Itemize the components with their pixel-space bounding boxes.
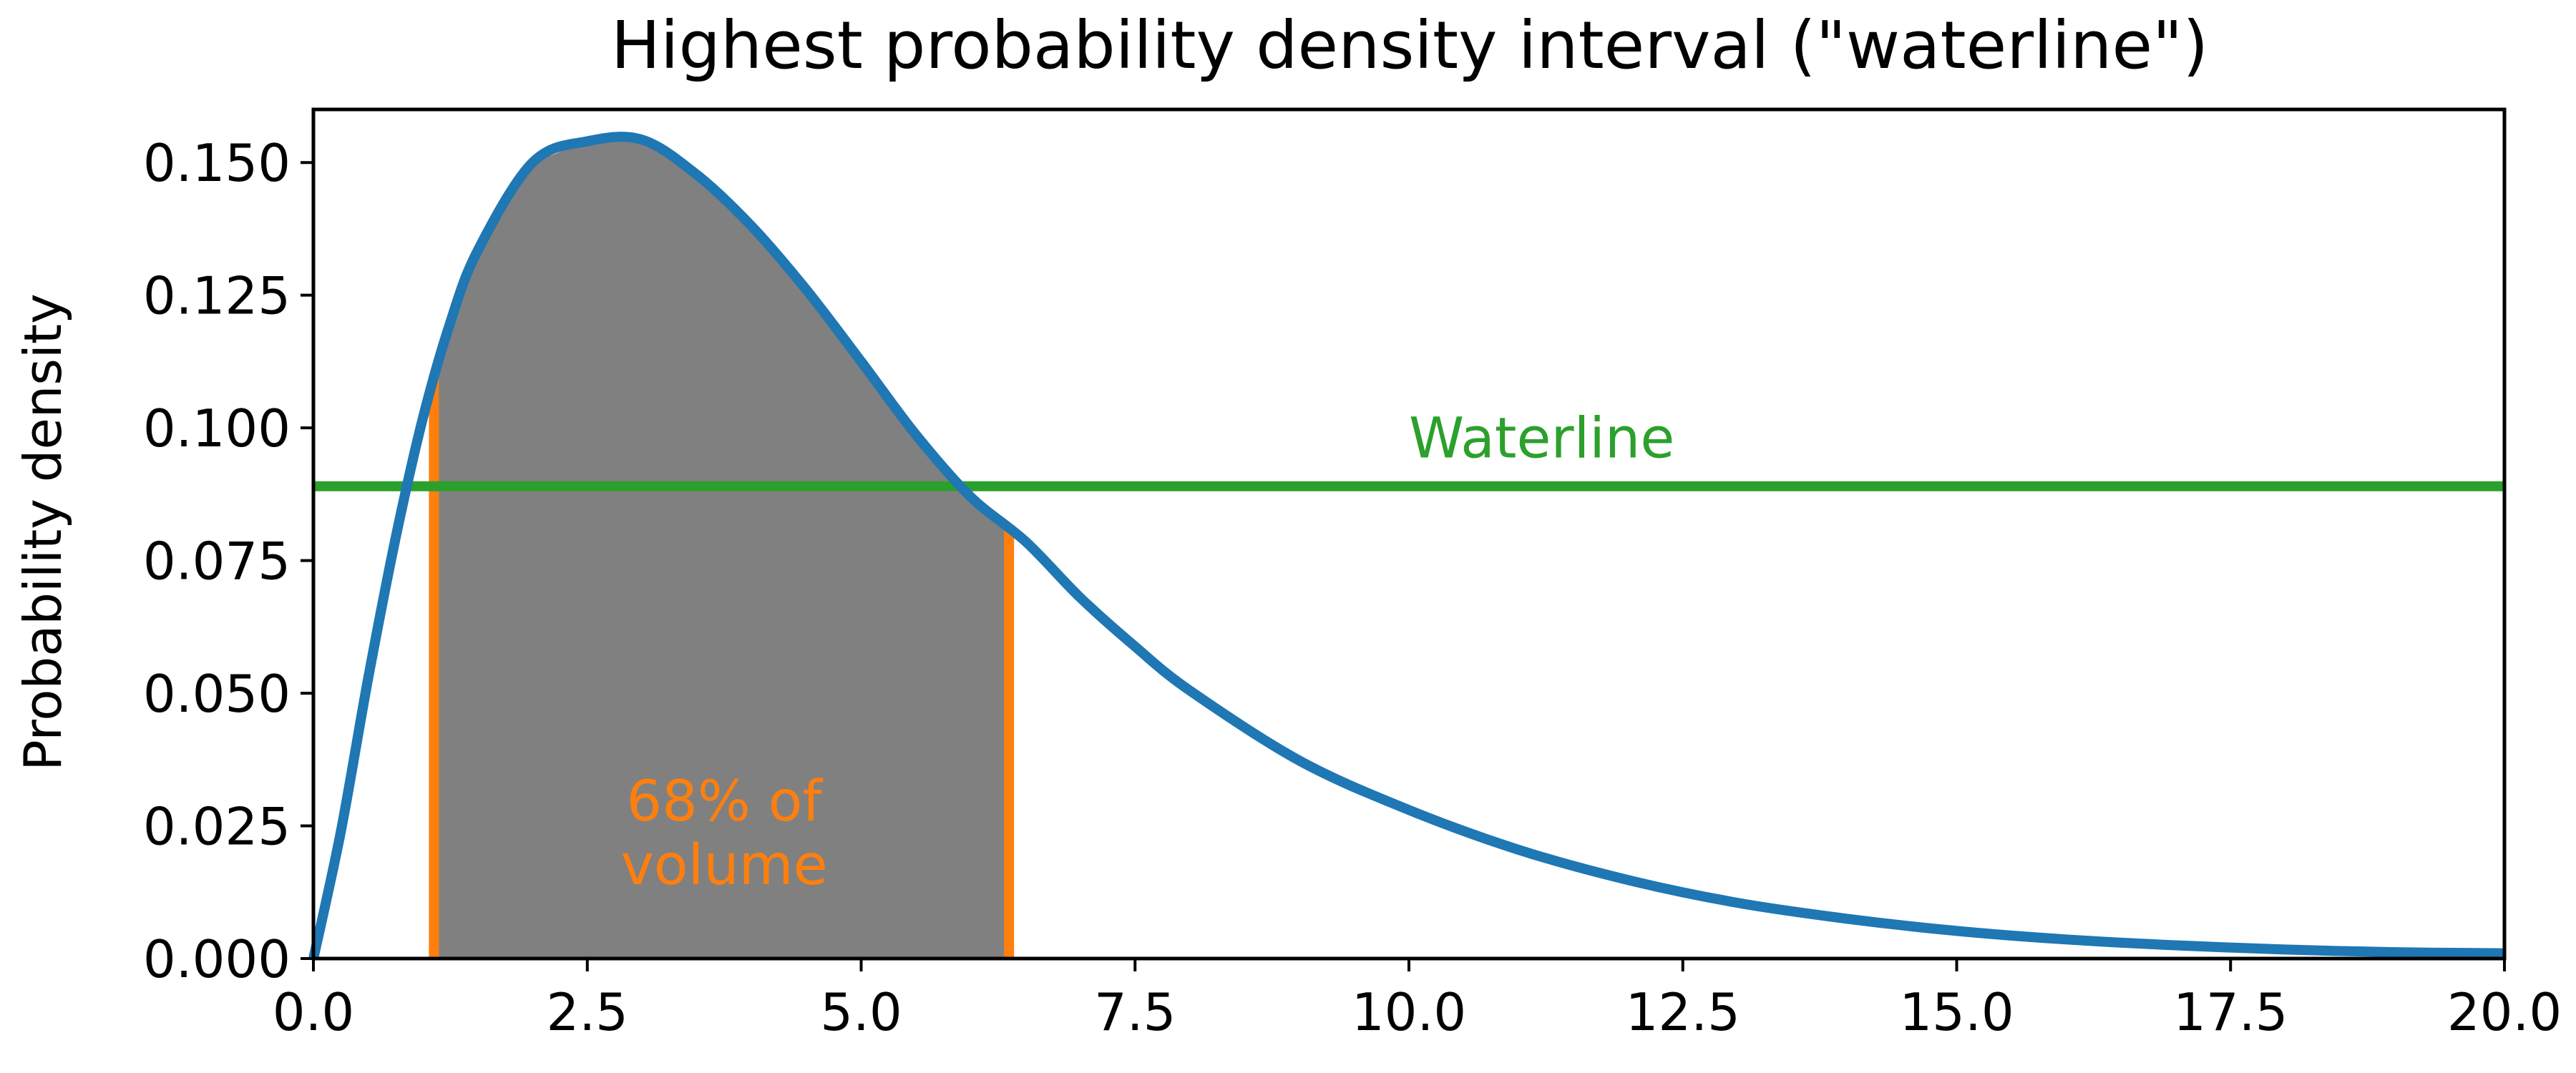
y-tick-label: 0.025 <box>143 797 291 857</box>
interval-label-line-2: volume <box>621 833 828 898</box>
y-tick-label: 0.000 <box>143 929 291 989</box>
x-tick-label: 20.0 <box>2447 982 2562 1042</box>
waterline-label: Waterline <box>1409 407 1674 471</box>
x-axis: 0.0 2.5 5.0 7.5 10.0 12.5 15.0 17.5 20.0 <box>273 959 2562 1042</box>
y-axis: 0.000 0.025 0.050 0.075 0.100 0.125 0.150 <box>143 133 313 989</box>
interval-label-line-1: 68% of <box>626 770 823 834</box>
y-tick-label: 0.100 <box>143 398 291 459</box>
density-curve <box>308 132 2505 960</box>
x-tick-label: 0.0 <box>273 982 355 1042</box>
hpd-region-fill <box>434 139 1010 959</box>
x-tick-label: 17.5 <box>2173 982 2288 1042</box>
y-tick-label: 0.125 <box>143 266 291 326</box>
x-tick-label: 5.0 <box>820 982 902 1042</box>
x-tick-label: 7.5 <box>1094 982 1176 1042</box>
x-tick-label: 12.5 <box>1626 982 1740 1042</box>
y-axis-label: Probability density <box>13 293 73 770</box>
y-tick-label: 0.075 <box>143 531 291 592</box>
y-tick-label: 0.050 <box>143 664 291 724</box>
plot-area: Waterline 68% of volume <box>308 132 2505 960</box>
x-tick-label: 10.0 <box>1352 982 1466 1042</box>
x-tick-label: 15.0 <box>1899 982 2014 1042</box>
x-tick-label: 2.5 <box>546 982 628 1042</box>
chart-title: Highest probability density interval ("w… <box>611 7 2209 84</box>
y-tick-label: 0.150 <box>143 133 291 193</box>
